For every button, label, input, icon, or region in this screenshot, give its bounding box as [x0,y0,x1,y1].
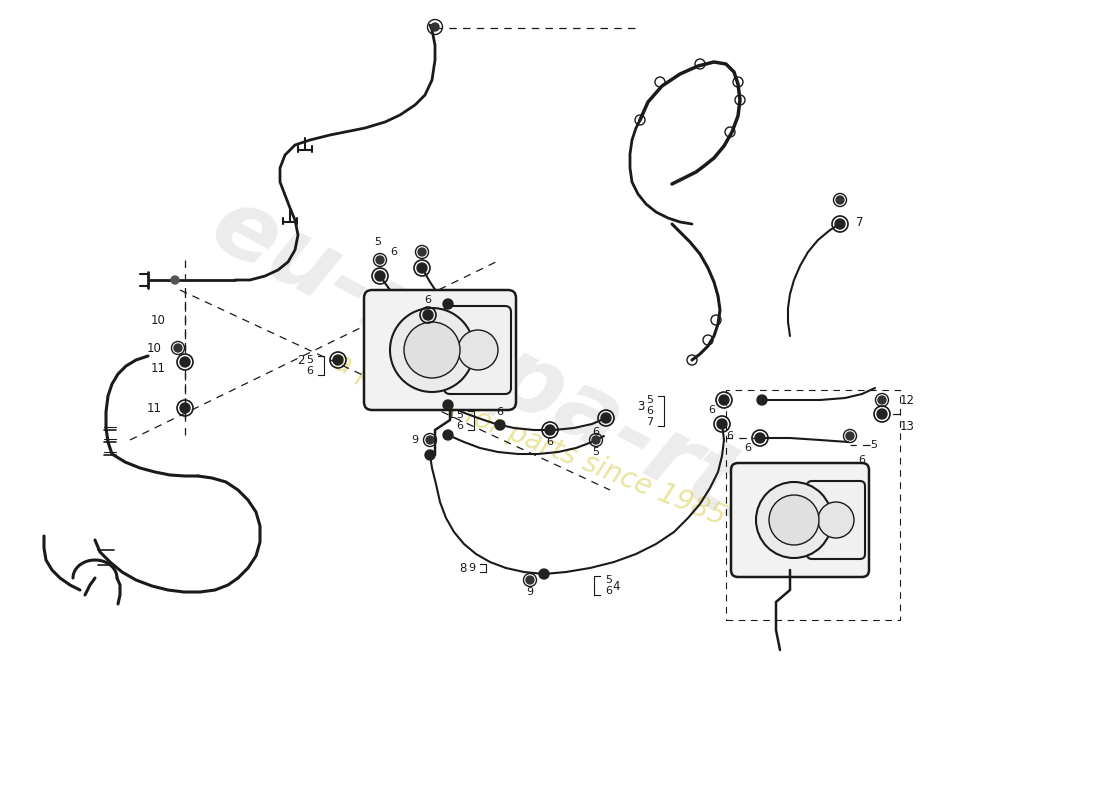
Circle shape [526,576,534,584]
Text: 6: 6 [858,455,866,465]
Circle shape [375,271,385,281]
Circle shape [544,425,556,435]
Text: 2: 2 [297,354,305,366]
Circle shape [426,436,434,444]
Circle shape [333,355,343,365]
Text: 7: 7 [856,215,864,229]
Text: 6: 6 [547,437,553,447]
Text: 6: 6 [593,427,600,437]
Circle shape [443,430,453,440]
Circle shape [424,310,433,320]
FancyBboxPatch shape [364,290,516,410]
Circle shape [376,256,384,264]
Circle shape [443,299,453,309]
Circle shape [443,400,453,410]
Circle shape [755,433,764,443]
Circle shape [846,432,854,440]
Text: 11: 11 [147,402,162,414]
Text: 9: 9 [468,563,475,573]
Text: a passion for parts since 1985: a passion for parts since 1985 [330,349,729,531]
Text: 10: 10 [151,314,166,326]
Text: 5: 5 [870,440,877,450]
Text: 6: 6 [390,247,397,257]
Text: 5: 5 [605,575,612,585]
Circle shape [757,395,767,405]
Circle shape [170,276,179,284]
Text: 6: 6 [708,405,715,415]
Text: 1: 1 [448,409,455,422]
Circle shape [877,409,887,419]
Circle shape [719,395,729,405]
Circle shape [431,23,439,31]
Text: 11: 11 [151,362,166,374]
Text: eu-r-opa-rts: eu-r-opa-rts [196,179,804,561]
Circle shape [404,322,460,378]
Text: 13: 13 [900,421,915,434]
Text: 6: 6 [745,443,751,453]
Circle shape [717,419,727,429]
Circle shape [417,263,427,273]
Circle shape [458,330,498,370]
Circle shape [769,495,820,545]
Circle shape [180,357,190,367]
Circle shape [878,396,886,404]
Circle shape [174,344,182,352]
Text: 3: 3 [638,401,645,414]
Text: 9: 9 [411,435,418,445]
Text: 6: 6 [306,366,313,376]
Circle shape [601,413,610,423]
Circle shape [539,569,549,579]
FancyBboxPatch shape [732,463,869,577]
Text: 6: 6 [496,407,504,417]
Text: 5: 5 [456,410,463,420]
Text: 5: 5 [374,237,382,247]
FancyBboxPatch shape [807,481,865,559]
Text: 6: 6 [425,295,431,305]
Circle shape [495,420,505,430]
Circle shape [390,308,474,392]
Circle shape [180,403,190,413]
Circle shape [835,219,845,229]
FancyBboxPatch shape [444,306,512,394]
Text: 6: 6 [646,406,653,416]
Text: 6: 6 [456,421,463,431]
Text: 8: 8 [460,562,467,574]
Text: 4: 4 [612,579,619,593]
Text: 5: 5 [593,447,600,457]
Text: 6: 6 [726,431,734,441]
Circle shape [836,196,844,204]
Text: 7: 7 [646,417,653,427]
Text: 5: 5 [306,355,313,365]
Text: 5: 5 [646,395,653,405]
Circle shape [592,436,600,444]
Text: 10: 10 [147,342,162,354]
Text: 12: 12 [900,394,915,406]
Text: 6: 6 [605,586,612,596]
Text: 9: 9 [527,587,534,597]
Circle shape [818,502,854,538]
Circle shape [756,482,832,558]
Circle shape [418,248,426,256]
Circle shape [425,450,435,460]
